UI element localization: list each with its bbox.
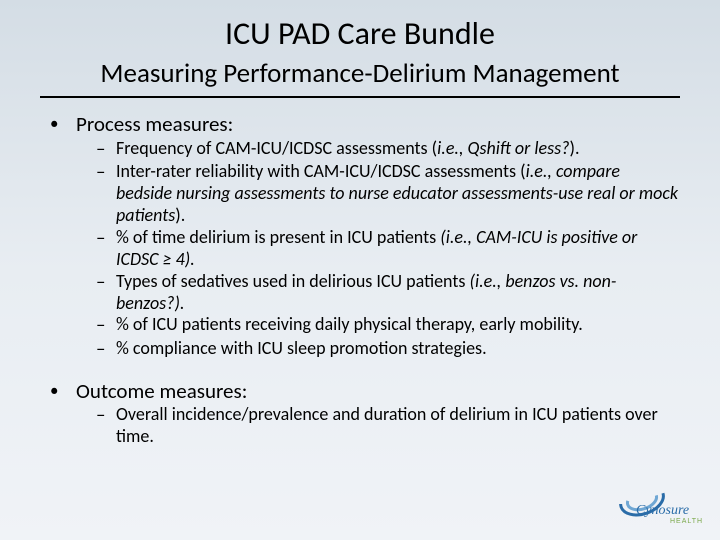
item-text: % of time delirium is present in ICU pat…	[116, 227, 680, 271]
item-text: % of ICU patients receiving daily physic…	[116, 314, 583, 337]
dash-marker: –	[96, 161, 116, 227]
list-item: – Frequency of CAM-ICU/ICDSC assessments…	[96, 138, 680, 161]
item-text: % compliance with ICU sleep promotion st…	[116, 338, 487, 361]
dash-marker: –	[96, 271, 116, 315]
logo-sub-text: HEALTH	[670, 518, 703, 525]
process-items: – Frequency of CAM-ICU/ICDSC assessments…	[50, 138, 680, 361]
outcome-items: – Overall incidence/prevalence and durat…	[50, 404, 680, 448]
logo-brand-text: Cynosure	[636, 503, 689, 518]
list-item: – % of time delirium is present in ICU p…	[96, 227, 680, 271]
dash-marker: –	[96, 138, 116, 161]
bullet-marker: •	[50, 379, 76, 405]
list-item: – Inter-rater reliability with CAM-ICU/I…	[96, 161, 680, 227]
item-text: Overall incidence/prevalence and duratio…	[116, 404, 680, 448]
cynosure-logo: Cynosure HEALTH	[618, 480, 706, 526]
dash-marker: –	[96, 338, 116, 361]
slide-subtitle: Measuring Performance-Delirium Managemen…	[40, 57, 680, 98]
dash-marker: –	[96, 314, 116, 337]
list-item: – Overall incidence/prevalence and durat…	[96, 404, 680, 448]
list-item: – Types of sedatives used in delirious I…	[96, 271, 680, 315]
item-text: Types of sedatives used in delirious ICU…	[116, 271, 680, 315]
section-outcome: • Outcome measures: – Overall incidence/…	[50, 379, 680, 449]
item-text: Inter-rater reliability with CAM-ICU/ICD…	[116, 161, 680, 227]
section-heading: Outcome measures:	[76, 379, 247, 405]
section-process: • Process measures: – Frequency of CAM-I…	[50, 112, 680, 361]
slide-title: ICU PAD Care Bundle	[40, 14, 680, 53]
bullet-marker: •	[50, 112, 76, 138]
list-item: – % of ICU patients receiving daily phys…	[96, 314, 680, 337]
dash-marker: –	[96, 404, 116, 448]
dash-marker: –	[96, 227, 116, 271]
list-item: – % compliance with ICU sleep promotion …	[96, 338, 680, 361]
slide-content: • Process measures: – Frequency of CAM-I…	[40, 112, 680, 448]
item-text: Frequency of CAM-ICU/ICDSC assessments (…	[116, 138, 580, 161]
slide: ICU PAD Care Bundle Measuring Performanc…	[0, 0, 720, 540]
section-heading: Process measures:	[76, 112, 233, 138]
